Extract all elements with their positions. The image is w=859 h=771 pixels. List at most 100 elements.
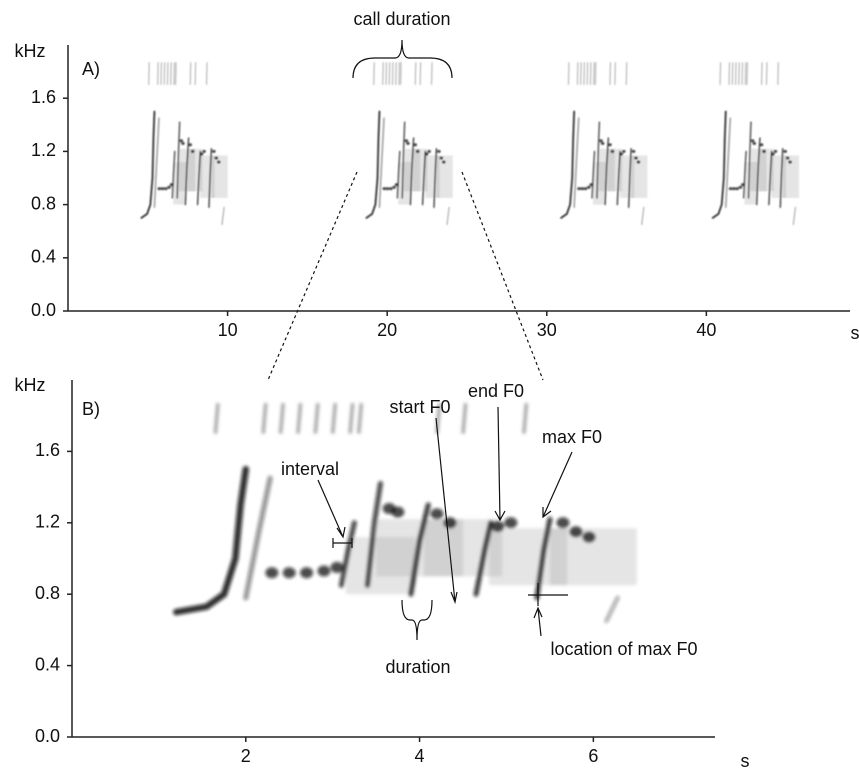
call-dot [491,520,505,532]
call-dot [169,183,174,187]
call-stroke [627,148,632,208]
x-tick-label: 40 [696,320,716,340]
call-dot [157,187,162,191]
call-dot [164,187,168,191]
call-dot [282,567,296,579]
call-stroke [473,520,494,597]
call-dot [752,141,757,145]
harmonic [213,403,220,434]
x-tick-label: 10 [218,320,238,340]
call-dot [619,152,624,156]
call-stroke [378,117,385,208]
call-dot [199,152,204,156]
call-dot [504,517,518,529]
call-stroke [768,150,773,206]
call-dot [783,149,788,153]
call-stroke [173,466,250,616]
x-axis-title: s [851,323,859,343]
call-stroke [446,206,450,226]
x-tick-label: 4 [415,746,425,766]
call-stroke [338,520,357,588]
call-stroke [573,117,580,208]
call-dot [582,531,596,543]
call-dot [415,149,420,153]
annotation: location of max F0 [550,639,697,659]
annotation: end F0 [468,381,524,401]
call-stroke [725,117,732,208]
call-dot [600,141,605,145]
call-stroke [596,121,601,199]
call-stroke [365,110,381,219]
call-dot [441,160,446,164]
call-dot [569,526,583,538]
call-stroke [243,475,273,601]
annotation: max F0 [542,427,602,447]
call-stroke [604,595,620,623]
x-tick-label: 30 [537,320,557,340]
call-dot [406,141,410,145]
call-dot [179,139,184,143]
call-dot [437,149,441,153]
harmonic [348,403,355,434]
x-tick-label: 20 [377,320,397,340]
call-dot [385,187,390,191]
call-stroke [184,137,190,206]
x-tick-label: 2 [241,746,251,766]
call-dot [167,185,171,189]
call-stroke [401,121,406,199]
call-dot [216,160,221,164]
call-dot [188,143,193,147]
call-dot [202,149,206,153]
y-tick-label: 0.0 [31,300,56,320]
call-dot [636,160,641,164]
call-dot [394,183,399,187]
call-dot [382,187,387,191]
spectrogram [140,62,800,226]
call-stroke [153,117,160,208]
call-stroke [176,121,181,199]
call-dot [389,187,393,191]
call-stroke [604,137,610,206]
smear [211,155,228,198]
y-tick-label: 0.8 [35,583,60,603]
call-stroke [742,150,747,199]
y-axis-title: kHz [15,375,46,395]
harmonic [296,403,303,434]
call-dot [759,143,764,147]
call-dot [771,152,775,156]
call-dot [741,183,745,187]
y-tick-label: 1.2 [31,140,56,160]
call-stroke [534,516,553,601]
harmonic [330,403,338,434]
call-dot [424,152,429,156]
call-stroke [409,137,415,206]
call-dot [214,156,219,160]
spectrogram-layer [140,62,800,623]
call-dot [556,517,570,529]
call-dot [738,185,743,189]
call-stroke [641,206,645,226]
call-dot [404,139,409,143]
y-axis-title: kHz [15,41,46,61]
call-stroke [196,150,202,206]
call-dot [631,149,636,153]
annotation: duration [385,657,450,677]
x-tick-label: 6 [588,746,598,766]
call-stroke [221,206,225,226]
call-dot [439,156,444,160]
call-stroke [560,110,576,219]
spectrogram [173,403,637,623]
call-dot [443,517,457,529]
call-stroke [208,148,213,208]
call-stroke [364,481,383,588]
call-stroke [421,150,427,206]
call-stroke [140,110,156,219]
call-dot [773,149,778,153]
call-stroke [408,502,431,597]
call-dot [583,187,588,191]
smear [631,155,648,198]
call-stroke [756,137,761,206]
call-dot [413,143,418,147]
arrows [317,406,573,637]
call-dot [580,187,585,191]
